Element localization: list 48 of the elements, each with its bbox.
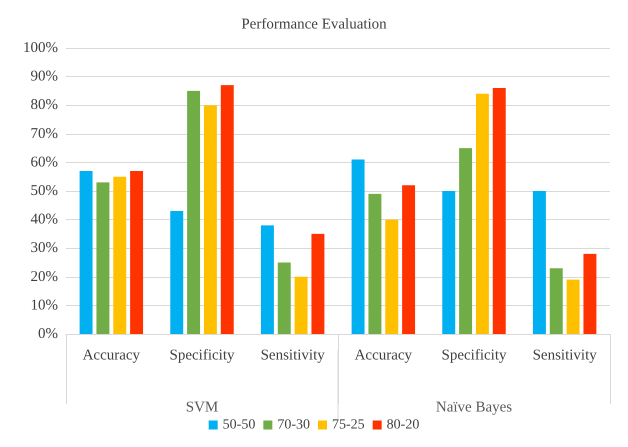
- bar: [492, 88, 506, 334]
- y-tick-label: 50%: [30, 183, 58, 199]
- bar: [96, 182, 110, 334]
- bar: [130, 170, 144, 334]
- bar: [80, 170, 93, 334]
- x-tick-label: Accuracy: [354, 348, 413, 364]
- bar: [368, 194, 382, 334]
- y-tick-label: 70%: [30, 126, 58, 142]
- bar: [311, 234, 324, 334]
- bar: [204, 105, 217, 334]
- bar: [187, 90, 200, 334]
- y-tick-label: 30%: [30, 240, 58, 256]
- bar: [278, 262, 291, 334]
- bar: [583, 254, 596, 334]
- bar: [260, 225, 274, 334]
- text: SVM: [186, 400, 218, 416]
- x-tick-label: Sensitivity: [532, 348, 598, 364]
- bar: [459, 148, 472, 334]
- bar: [385, 220, 398, 334]
- y-tick-label: 0%: [38, 326, 58, 342]
- bar: [476, 94, 489, 334]
- legend-label: 70-30: [277, 418, 310, 432]
- bar: [113, 176, 126, 334]
- bar: [402, 185, 416, 334]
- legend-label: 75-25: [332, 418, 365, 432]
- bar: [220, 85, 234, 334]
- x-tick-label: Sensitivity: [260, 348, 326, 364]
- y-tick-label: 40%: [30, 212, 58, 228]
- y-tick-label: 90%: [30, 68, 58, 85]
- bar: [532, 191, 546, 334]
- chart-title: Performance Evaluation: [241, 16, 388, 32]
- text: Naïve Bayes: [436, 400, 512, 416]
- bar: [566, 280, 580, 334]
- bar: [550, 268, 563, 334]
- y-tick-label: 100%: [23, 40, 58, 56]
- y-tick-label: 60%: [30, 154, 58, 170]
- legend-label: 80-20: [386, 418, 420, 432]
- bar: [170, 211, 184, 334]
- bar: [294, 276, 308, 334]
- x-tick-label: Specificity: [170, 348, 235, 364]
- bar: [352, 160, 365, 334]
- x-tick-label: Accuracy: [82, 348, 141, 364]
- legend-label: 50-50: [222, 418, 256, 432]
- y-tick-label: 20%: [30, 268, 58, 285]
- y-tick-label: 80%: [30, 97, 58, 114]
- x-tick-label: Specificity: [442, 348, 507, 364]
- y-tick-label: 10%: [30, 297, 58, 314]
- bar: [442, 191, 456, 334]
